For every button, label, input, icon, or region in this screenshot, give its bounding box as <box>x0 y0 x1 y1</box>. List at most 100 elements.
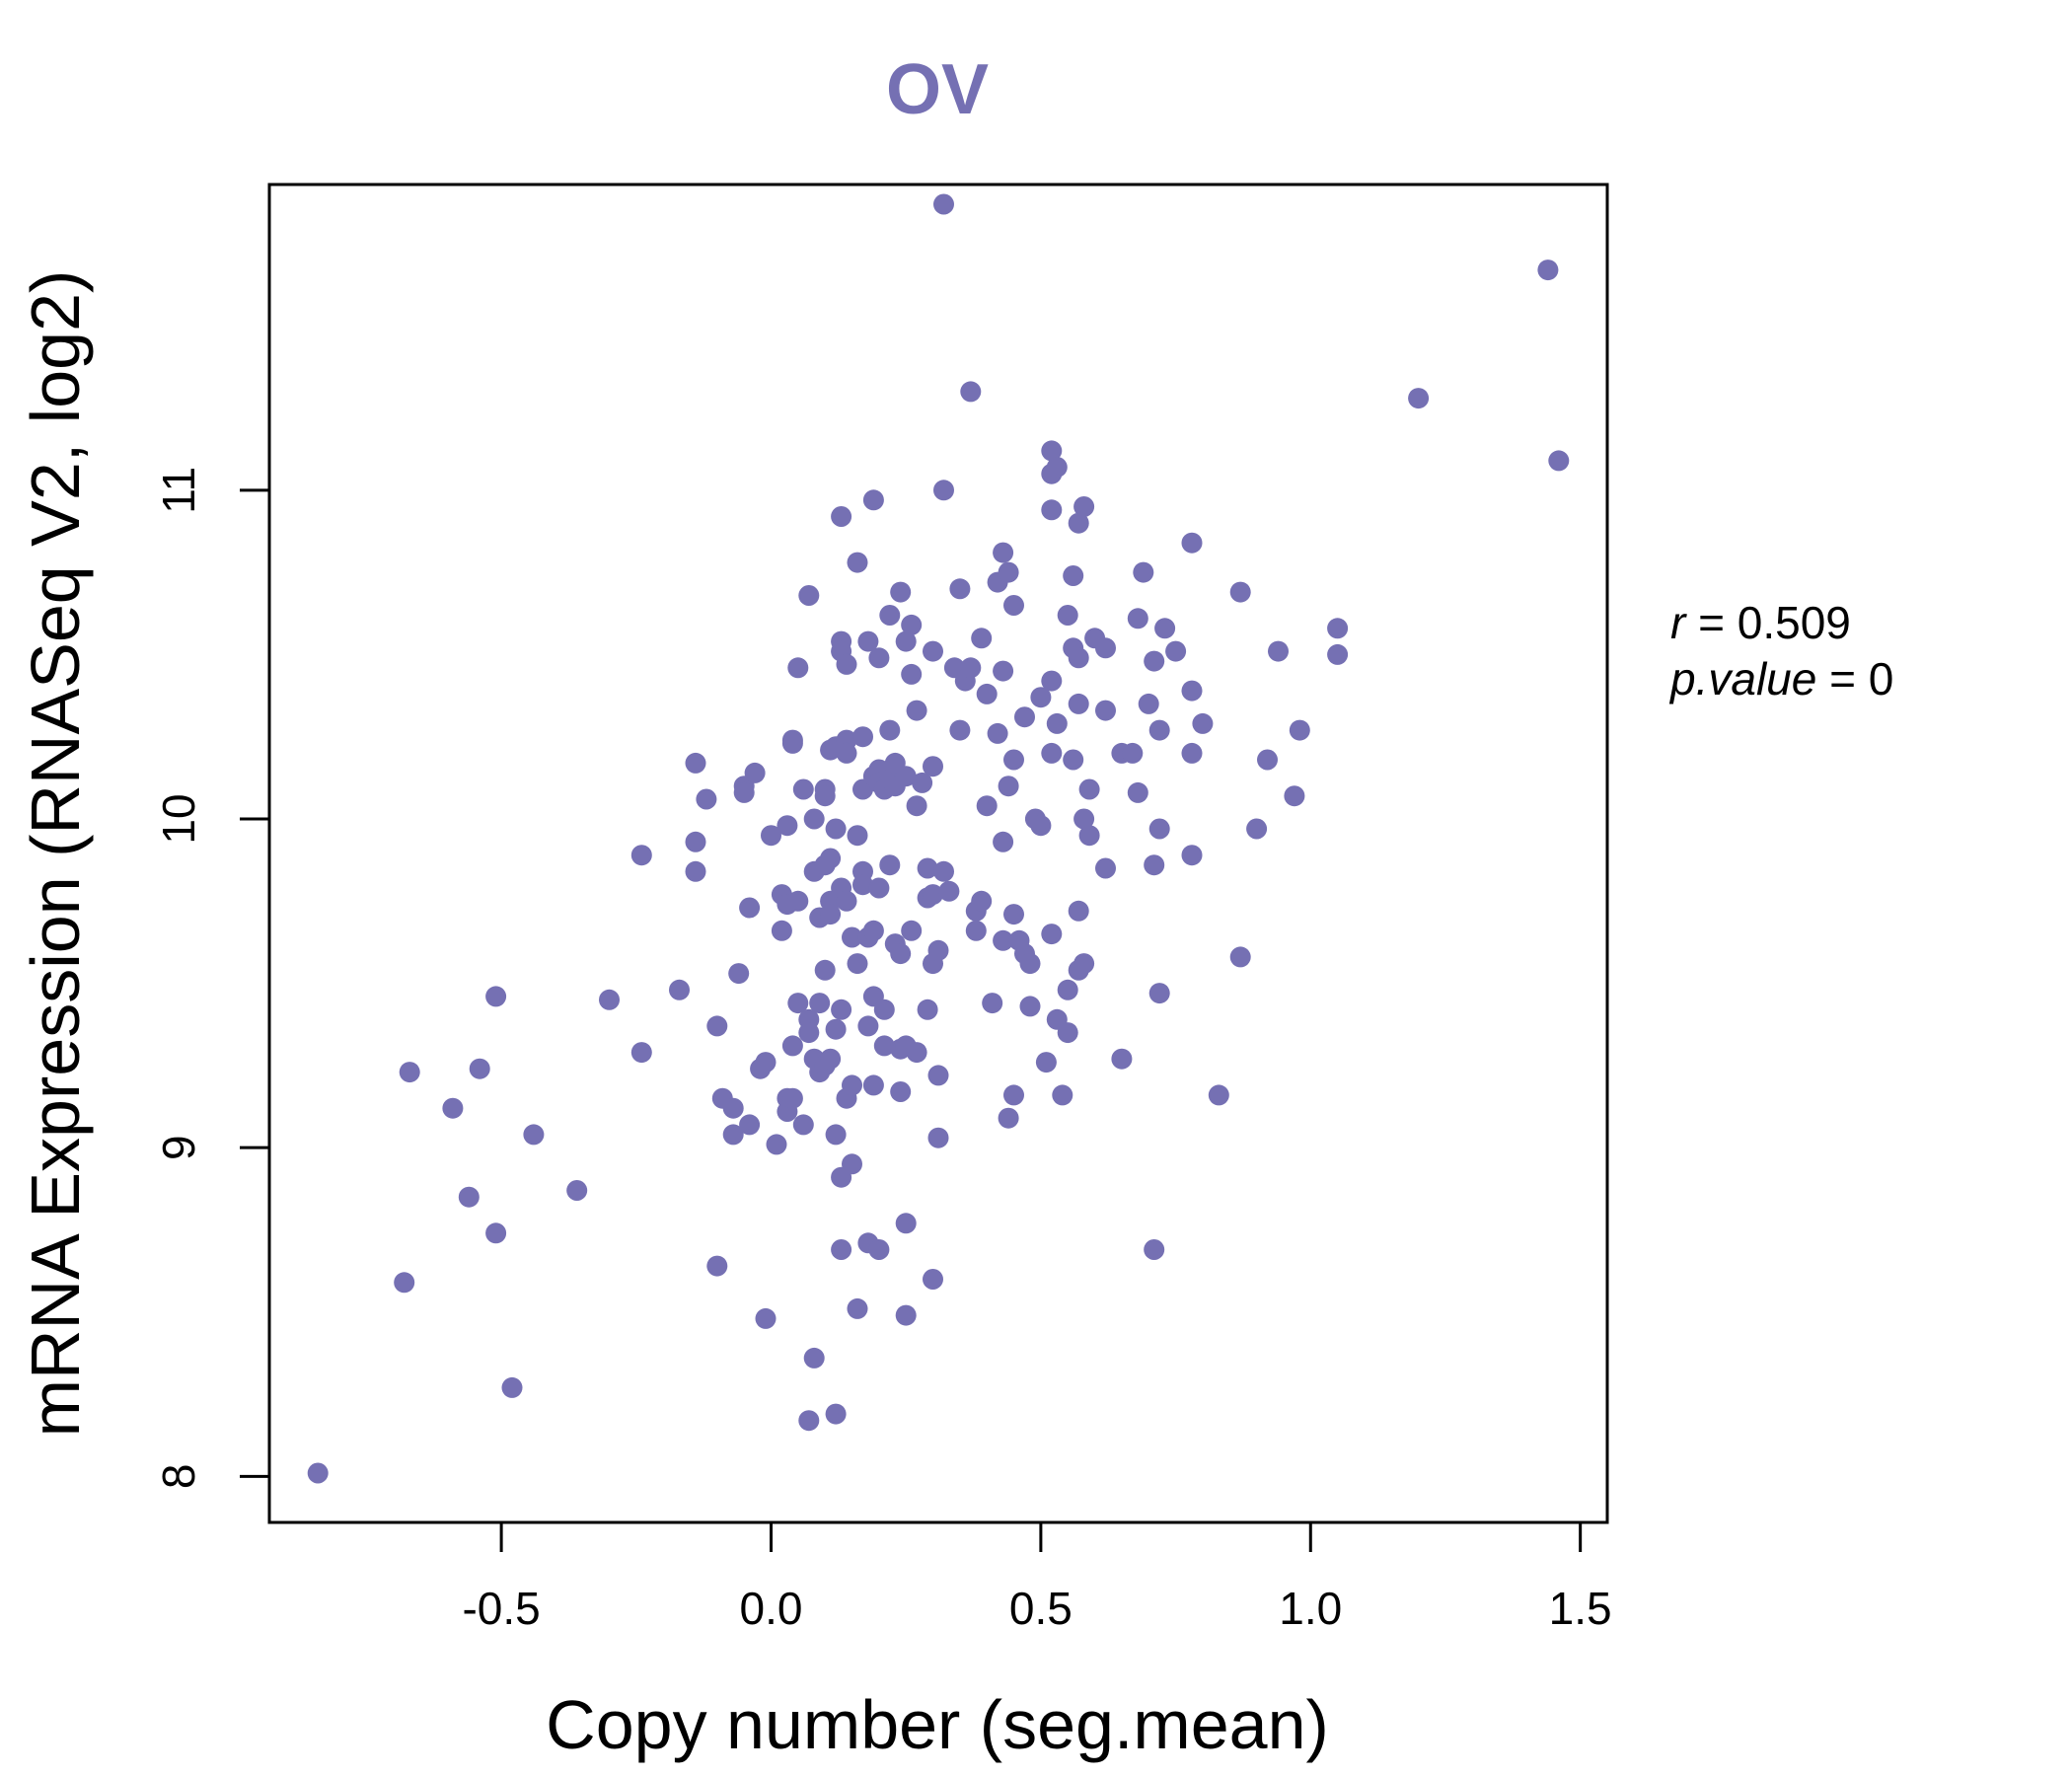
data-point <box>1073 496 1095 517</box>
data-point <box>971 890 993 912</box>
data-point <box>307 1462 329 1484</box>
data-point <box>1030 815 1052 837</box>
data-point <box>761 825 781 847</box>
data-point <box>960 657 982 679</box>
data-point <box>923 640 943 662</box>
data-point <box>873 999 895 1020</box>
data-point <box>923 884 943 906</box>
data-point <box>852 726 873 748</box>
data-point <box>399 1062 420 1083</box>
data-point <box>890 943 912 965</box>
data-point <box>744 762 766 783</box>
data-point <box>998 561 1019 583</box>
data-point <box>949 719 971 741</box>
data-point <box>722 1097 744 1119</box>
data-point <box>777 815 798 837</box>
data-point <box>993 660 1014 682</box>
data-point <box>1014 706 1035 728</box>
data-point <box>787 890 809 912</box>
data-point <box>1122 742 1144 764</box>
data-point <box>917 999 938 1020</box>
x-tick-label: -0.5 <box>462 1583 540 1634</box>
data-point <box>847 825 868 847</box>
data-point <box>1327 643 1349 665</box>
data-point <box>669 979 690 1000</box>
x-tick-label: 0.5 <box>1009 1583 1073 1634</box>
data-point <box>1148 818 1170 840</box>
data-point <box>998 1107 1019 1129</box>
data-point <box>728 963 750 985</box>
data-point <box>1095 637 1116 659</box>
data-point <box>842 926 862 948</box>
data-point <box>862 920 884 941</box>
data-point <box>798 1410 820 1432</box>
data-point <box>814 785 836 807</box>
data-point <box>1111 1048 1133 1070</box>
data-point <box>1046 457 1068 478</box>
data-point <box>1041 499 1063 521</box>
data-point <box>895 766 917 787</box>
data-point <box>1030 687 1052 708</box>
data-point <box>868 1239 890 1260</box>
data-point <box>792 778 814 800</box>
data-point <box>781 732 803 754</box>
data-point <box>895 630 917 652</box>
data-point <box>1078 778 1100 800</box>
data-point <box>792 1114 814 1136</box>
data-point <box>1181 532 1203 554</box>
data-point <box>630 1042 652 1064</box>
data-point <box>1095 700 1116 721</box>
data-point <box>485 1222 507 1244</box>
data-point <box>1063 565 1084 586</box>
data-point <box>394 1272 415 1294</box>
data-point <box>836 890 857 912</box>
data-point <box>1229 581 1251 603</box>
data-point <box>1181 680 1203 702</box>
data-point <box>831 506 852 527</box>
data-point <box>831 1239 852 1260</box>
data-point <box>1257 749 1278 771</box>
r-stat: r = 0.509 <box>1670 597 1851 648</box>
data-point <box>847 953 868 975</box>
data-point <box>890 581 912 603</box>
data-point <box>825 1124 847 1146</box>
data-point <box>458 1186 480 1208</box>
x-tick-label: 1.0 <box>1279 1583 1342 1634</box>
data-point <box>842 1074 862 1096</box>
data-point <box>1073 808 1095 830</box>
data-point <box>820 1048 842 1070</box>
data-point <box>1289 719 1310 741</box>
data-point <box>857 630 879 652</box>
y-tick-label: 8 <box>153 1464 204 1490</box>
data-point <box>722 1124 744 1146</box>
data-point <box>1138 693 1159 714</box>
data-point <box>976 683 998 704</box>
x-axis: -0.5 0.0 0.5 1.0 1.5 <box>462 1520 1612 1634</box>
data-point <box>733 781 755 803</box>
data-point <box>755 1307 777 1329</box>
data-point <box>1073 953 1095 975</box>
data-point <box>766 1134 787 1155</box>
data-point <box>442 1097 464 1119</box>
data-point <box>906 1042 927 1064</box>
p-stat: p.value = 0 <box>1670 653 1894 704</box>
data-point <box>1035 1052 1057 1073</box>
data-point <box>927 939 949 961</box>
data-point <box>927 1065 949 1086</box>
data-point <box>847 1297 868 1319</box>
correlation-stats: r = 0.509 p.value = 0 <box>1670 595 1893 707</box>
data-point <box>485 986 507 1007</box>
data-point <box>501 1376 523 1398</box>
data-point <box>820 904 842 925</box>
data-point <box>825 1403 847 1425</box>
data-point <box>1003 749 1024 771</box>
data-point <box>825 818 847 840</box>
y-axis-label: mRNA Expression (RNASeq V2, log2) <box>17 270 94 1438</box>
data-point <box>879 605 901 626</box>
data-point <box>868 877 890 899</box>
data-point <box>906 795 927 817</box>
data-point <box>1057 1022 1078 1044</box>
data-point <box>933 860 954 882</box>
data-point <box>862 1074 884 1096</box>
data-point <box>1268 640 1289 662</box>
